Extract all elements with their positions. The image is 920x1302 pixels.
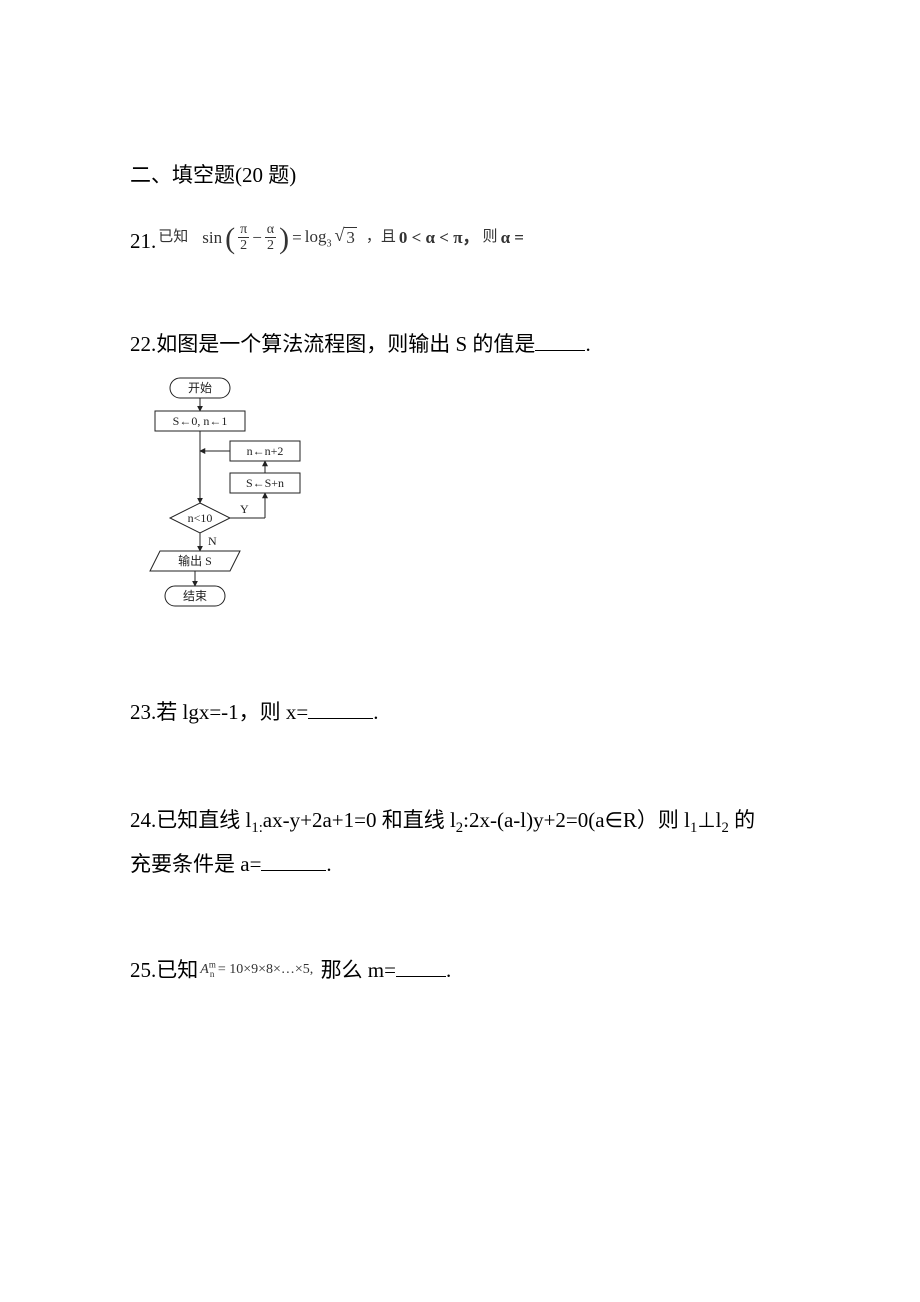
- q25-after-a: 那么 m=: [315, 958, 396, 982]
- sqrt-icon: √3: [334, 227, 356, 248]
- q24-seg2: ax-y+2a+1=0 和直线 l: [263, 808, 456, 832]
- q21-formula: 已知 sin ( π 2 − α 2 ) = l: [156, 222, 524, 260]
- svg-text:Y: Y: [240, 502, 249, 516]
- question-21: 21. 已知 sin ( π 2 − α 2 ): [130, 222, 790, 260]
- q23-blank: [308, 697, 373, 719]
- q24-line2a: 充要条件是 a=: [130, 852, 261, 876]
- svg-text:结束: 结束: [183, 589, 207, 603]
- question-24: 24.已知直线 l1:ax-y+2a+1=0 和直线 l 2 :2x-(a-l)y+…: [130, 799, 790, 886]
- q22-period: .: [585, 332, 590, 356]
- q23-text: 23.若 lgx=-1，则 x=: [130, 700, 308, 724]
- q21-eq: =: [292, 225, 302, 251]
- svg-text:输出 S: 输出 S: [178, 553, 212, 568]
- svg-text:n←n+2: n←n+2: [247, 444, 284, 458]
- svg-text:n<10: n<10: [188, 511, 213, 525]
- q21-log: log3: [305, 224, 332, 251]
- q21-frac2: α 2: [265, 222, 276, 254]
- q24-sub1: 1:: [251, 820, 262, 836]
- rparen-icon: ): [279, 224, 289, 254]
- q25-after-b: .: [446, 958, 451, 982]
- q21-then: 则: [483, 226, 498, 249]
- section-title: 二、填空题(20 题): [130, 160, 790, 192]
- flowchart-icon: 开始 S←0, n←1 n←n+2 S←S+n n<10 Y: [130, 373, 350, 618]
- q23-period: .: [373, 700, 378, 724]
- svg-text:S←S+n: S←S+n: [246, 476, 284, 490]
- q24-seg3: :2x-(a-l)y+2=0(a∈R）则 l: [463, 808, 690, 832]
- q25-blank: [396, 955, 446, 977]
- svg-text:开始: 开始: [188, 381, 212, 395]
- q22-text: 22.如图是一个算法流程图，则输出 S 的值是: [130, 332, 535, 356]
- q21-alpha-eq: α =: [501, 225, 524, 251]
- q21-number: 21.: [130, 226, 156, 260]
- q21-minus: −: [252, 225, 262, 251]
- q22-blank: [535, 329, 585, 351]
- lparen-icon: (: [225, 224, 235, 254]
- q25-before: 25.已知: [130, 958, 198, 982]
- question-23: 23.若 lgx=-1，则 x=.: [130, 697, 790, 729]
- q24-line2b: .: [326, 852, 331, 876]
- q21-frac1: π 2: [238, 222, 249, 254]
- svg-text:N: N: [208, 534, 217, 548]
- q24-seg1: 24.已知直线 l: [130, 808, 251, 832]
- question-22: 22.如图是一个算法流程图，则输出 S 的值是. 开始 S←0, n←1 n←n…: [130, 329, 790, 627]
- q24-seg4: ⊥l: [697, 808, 721, 832]
- q21-range: 0 < α < π，: [399, 225, 480, 251]
- q24-sub4: 2: [721, 820, 728, 836]
- q25-formula: Amn = 10×9×8×…×5,: [198, 962, 315, 977]
- svg-text:S←0, n←1: S←0, n←1: [173, 414, 228, 428]
- q21-mid: ，且: [366, 226, 396, 249]
- q24-seg5: 的: [729, 808, 755, 832]
- q21-prefix: 已知: [158, 226, 188, 249]
- q24-blank: [261, 849, 326, 871]
- q21-sin: sin: [202, 225, 222, 251]
- question-25: 25.已知Amn = 10×9×8×…×5, 那么 m=.: [130, 955, 790, 987]
